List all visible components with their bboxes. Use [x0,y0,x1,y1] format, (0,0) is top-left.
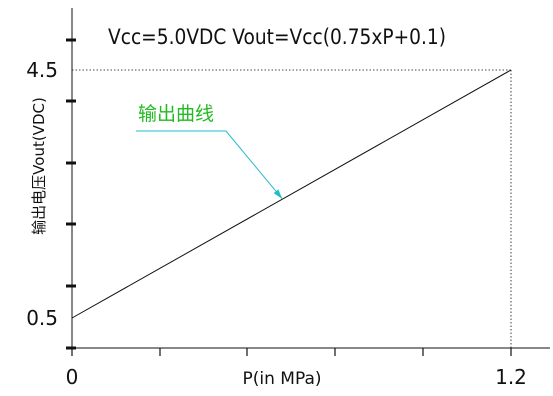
series-line [71,69,512,319]
x-tick-label: 1.2 [495,365,527,389]
annotation-leader [136,130,283,200]
series [71,69,512,319]
y-axis-label: 输出电压Vout(VDC) [30,97,48,235]
reference-lines [72,69,512,348]
annotation-label: 输出曲线 [138,103,214,125]
annotation-arrowhead [273,189,283,199]
axes [71,8,550,349]
annotation: 输出曲线 [136,103,283,200]
chart-title: Vcc=5.0VDC Vout=Vcc(0.75xP+0.1) [108,25,446,49]
x-tick-label: 0 [66,365,79,389]
x-axis-label: P(in MPa) [243,369,322,389]
tick-labels: 4.5 0.5 0 1.2 [26,58,527,389]
y-tick-label: 4.5 [26,58,58,82]
ticks [66,38,512,356]
y-tick-label: 0.5 [26,306,58,330]
